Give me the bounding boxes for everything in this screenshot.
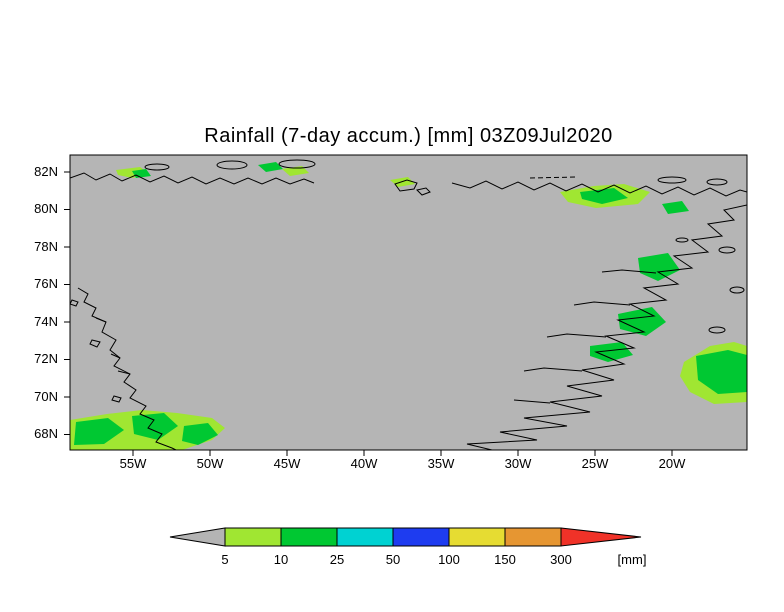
colorbar-label: 150 — [494, 552, 516, 567]
rain-patches-green — [74, 162, 747, 445]
rain-patch — [662, 201, 689, 214]
rain-patch — [74, 418, 124, 445]
map-area — [70, 155, 747, 450]
rain-patch — [182, 423, 218, 445]
rain-patch — [590, 342, 633, 362]
map-plot — [64, 154, 748, 456]
island — [718, 246, 736, 254]
colorbar-unit-label: [mm] — [618, 552, 647, 567]
colorbar-bin — [336, 527, 394, 547]
rain-patch — [696, 350, 747, 394]
lat-tick-label: 76N — [34, 276, 58, 291]
lon-tick-label: 40W — [350, 456, 378, 471]
lat-tick-label: 68N — [34, 426, 58, 441]
lat-tick-label: 74N — [34, 314, 58, 329]
colorbar-bin — [224, 527, 282, 547]
colorbar-bin — [448, 527, 506, 547]
island — [657, 176, 687, 184]
rain-patch — [638, 253, 680, 281]
islet — [70, 299, 122, 403]
rain-patch — [258, 162, 283, 172]
lat-tick-label: 82N — [34, 164, 58, 179]
lon-tick-label: 50W — [196, 456, 224, 471]
island — [216, 160, 248, 170]
lon-tick-label: 45W — [273, 456, 301, 471]
colorbar-bin — [504, 527, 562, 547]
island — [708, 326, 726, 334]
colorbar-label: 300 — [550, 552, 572, 567]
colorbar-bin — [280, 527, 338, 547]
coastline-north — [70, 172, 315, 185]
east-fjords — [513, 269, 657, 404]
colorbar-arrow-left — [169, 527, 226, 547]
coastline-west-fjords — [95, 317, 131, 375]
lon-tick-label: 20W — [658, 456, 686, 471]
colorbar-label: 25 — [330, 552, 344, 567]
colorbar-arrow-right — [560, 527, 642, 547]
island — [144, 163, 170, 171]
island — [706, 178, 728, 186]
island-group — [394, 179, 431, 196]
lon-tick-label: 55W — [119, 456, 147, 471]
rain-patch — [282, 166, 309, 176]
lon-tick-label: 35W — [427, 456, 455, 471]
lat-tick-label: 70N — [34, 389, 58, 404]
coastline-east-greenland — [466, 204, 747, 450]
colorbar-label: 5 — [221, 552, 228, 567]
lon-tick-label: 25W — [581, 456, 609, 471]
plot-border — [69, 154, 748, 451]
lat-tick-label: 78N — [34, 239, 58, 254]
colorbar-label: 100 — [438, 552, 460, 567]
coastline-northeast — [451, 180, 747, 197]
island — [729, 286, 745, 294]
colorbar-label: 50 — [386, 552, 400, 567]
rain-patch — [580, 188, 628, 204]
coastlines — [70, 159, 747, 450]
island — [675, 237, 689, 243]
chart-title: Rainfall (7-day accum.) [mm] 03Z09Jul202… — [204, 125, 613, 147]
colorbar-label: 10 — [274, 552, 288, 567]
axis-ticks — [64, 171, 673, 456]
rain-patch — [618, 307, 666, 336]
lon-tick-label: 30W — [504, 456, 532, 471]
rain-patch — [132, 413, 178, 440]
colorbar: 5 10 25 50 100 150 300 [mm] — [169, 527, 647, 567]
island — [278, 159, 316, 169]
colorbar-bin — [392, 527, 450, 547]
lat-tick-label: 72N — [34, 351, 58, 366]
lat-tick-label: 80N — [34, 201, 58, 216]
